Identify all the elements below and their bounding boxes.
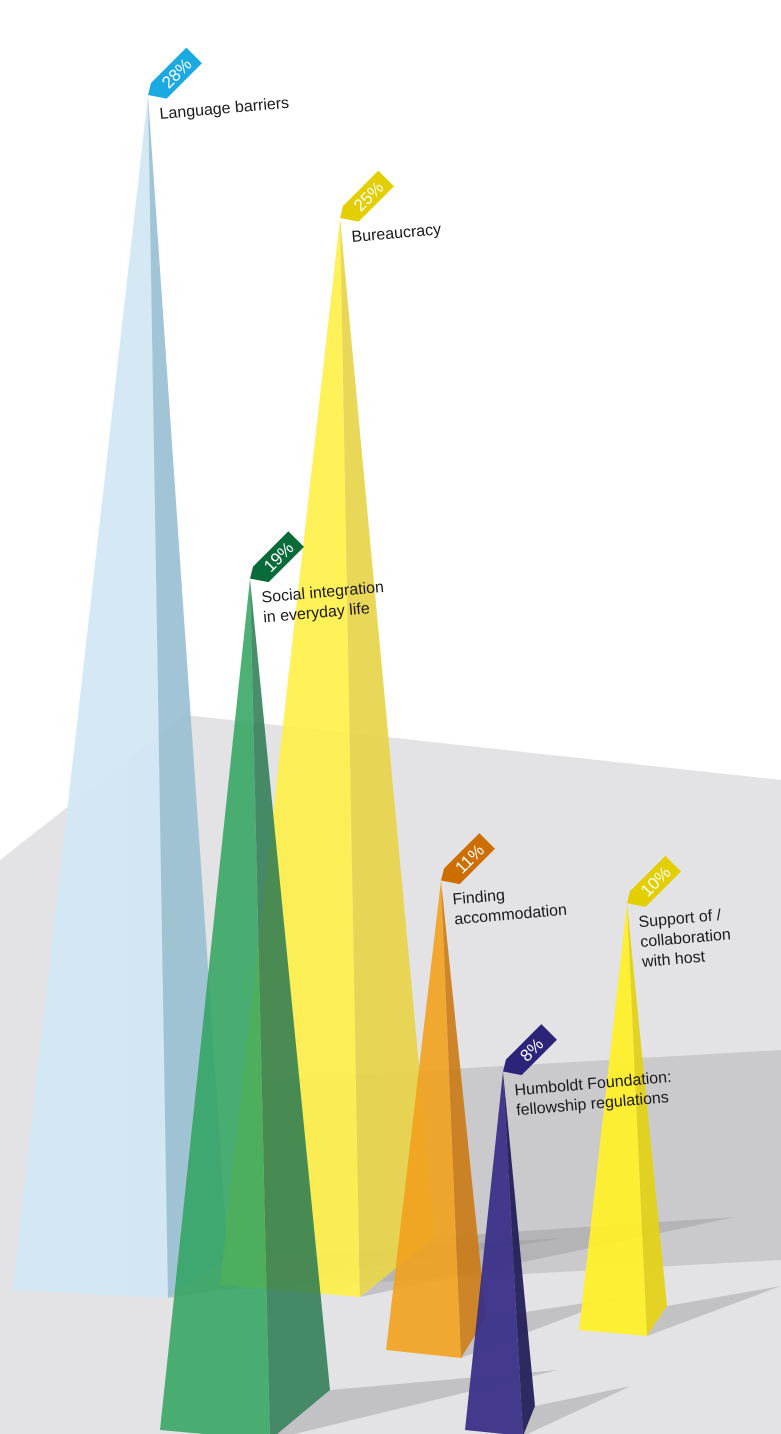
- pyramid-face-right: [340, 218, 435, 1297]
- category-label: Bureaucracy: [351, 221, 442, 246]
- value-tag: 25%: [340, 170, 394, 222]
- category-label: Language barriers: [159, 95, 290, 123]
- value-tag-shape: [148, 47, 202, 99]
- pyramid-face-left: [160, 578, 270, 1434]
- category-label-line: with host: [640, 949, 706, 972]
- category-label-line: Bureaucracy: [351, 221, 442, 246]
- pyramid-face-left: [465, 1071, 523, 1434]
- pyramids: [13, 95, 667, 1434]
- pyramid-face-right: [627, 903, 667, 1336]
- category-label-line: Finding: [452, 887, 506, 909]
- pyramid-face-left: [13, 95, 168, 1298]
- value-tag-shape: [250, 531, 304, 583]
- pyramid-mark: [160, 578, 330, 1434]
- pyramid-shadow: [647, 1286, 781, 1336]
- pyramid-face-right: [503, 1071, 535, 1434]
- pyramid-shadow: [523, 1386, 631, 1434]
- value-tag-shape: [627, 855, 681, 907]
- pyramid-face-right: [250, 578, 330, 1434]
- category-label-line: Language barriers: [159, 95, 290, 123]
- pyramid-face-right: [441, 880, 486, 1358]
- value-tag-shape: [503, 1024, 557, 1076]
- value-tags: 28%25%19%11%10%8%: [148, 47, 681, 1076]
- pyramid-face-left: [579, 903, 647, 1336]
- pyramid-mark: [386, 880, 486, 1358]
- value-tag: 28%: [148, 47, 202, 99]
- value-tag-shape: [340, 170, 394, 222]
- value-tag: 10%: [627, 855, 681, 907]
- value-tag: 19%: [250, 531, 304, 583]
- value-tag-shape: [441, 833, 495, 885]
- pyramid-face-left: [386, 880, 461, 1358]
- pyramid-mark: [579, 903, 667, 1336]
- pyramid-mark: [465, 1071, 535, 1434]
